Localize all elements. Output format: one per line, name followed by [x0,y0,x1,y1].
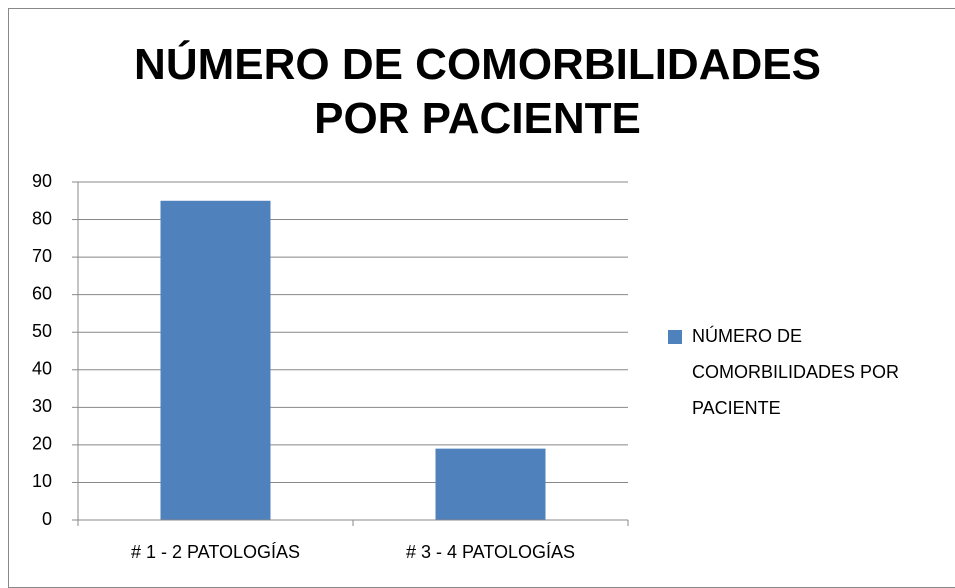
y-tick-label: 10 [32,471,52,491]
y-tick-label: 0 [42,509,52,529]
x-tick-label: # 1 - 2 PATOLOGÍAS [131,542,300,562]
legend-key [668,330,682,344]
y-tick-label: 60 [32,283,52,303]
chart-title: NÚMERO DE COMORBILIDADES POR PACIENTE [134,40,821,143]
y-tick-label: 80 [32,208,52,228]
page: 0 10 20 30 40 50 60 70 80 90 # 1 - 2 PATOLOGÍAS # 3… [8,8,955,588]
y-tick-label: 50 [32,321,52,341]
y-tick-label: 30 [32,396,52,416]
y-tick-label: 40 [32,359,52,379]
y-tick-label: 20 [32,434,52,454]
chart: 0 10 20 30 40 50 60 70 80 90 # 1 - 2 PATOLOGÍAS # 3… [32,171,629,562]
bar [160,200,271,520]
bar [435,448,546,520]
legend-label: NÚMERO DE COMORBILIDADES POR PACIENTE [692,326,900,418]
x-tick-label: # 3 - 4 PATOLOGÍAS [406,542,575,562]
y-tick-label: 70 [32,246,52,266]
y-tick-label: 90 [32,171,52,191]
